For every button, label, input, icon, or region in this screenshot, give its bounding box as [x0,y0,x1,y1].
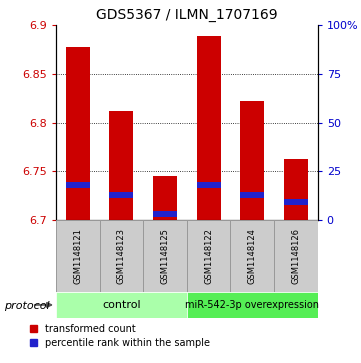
Text: protocol: protocol [4,301,49,311]
Text: GSM1148124: GSM1148124 [248,228,257,284]
Text: GSM1148126: GSM1148126 [291,228,300,284]
Bar [66,182,90,188]
Bar [230,220,274,292]
Bar [56,220,100,292]
Text: GSM1148125: GSM1148125 [161,228,170,284]
Text: GSM1148121: GSM1148121 [73,228,82,284]
Bar [56,292,187,318]
Bar [284,199,308,205]
Bar [143,220,187,292]
Bar [187,220,230,292]
Bar [153,211,177,217]
Bar [109,111,133,220]
Text: control: control [102,300,141,310]
Bar [284,159,308,220]
Bar [153,176,177,220]
Legend: transformed count, percentile rank within the sample: transformed count, percentile rank withi… [30,324,210,348]
Bar [240,101,264,220]
Text: miR-542-3p overexpression: miR-542-3p overexpression [185,300,319,310]
Title: GDS5367 / ILMN_1707169: GDS5367 / ILMN_1707169 [96,8,278,22]
Bar [197,182,221,188]
Text: GSM1148123: GSM1148123 [117,228,126,284]
Bar [109,192,133,198]
Bar [187,292,318,318]
Bar [274,220,318,292]
Text: GSM1148122: GSM1148122 [204,228,213,284]
Bar [197,36,221,220]
Bar [240,192,264,198]
Bar [66,47,90,220]
Bar [100,220,143,292]
